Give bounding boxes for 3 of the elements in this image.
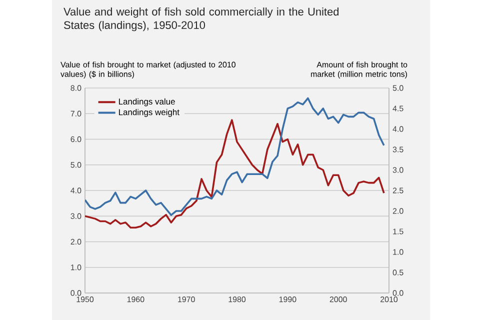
chart-title: Value and weight of fish sold commercially in the United States (landings), 1950-2010 [64, 8, 338, 32]
legend-label: Landings value [118, 98, 175, 106]
legend-label: Landings weight [118, 108, 180, 117]
